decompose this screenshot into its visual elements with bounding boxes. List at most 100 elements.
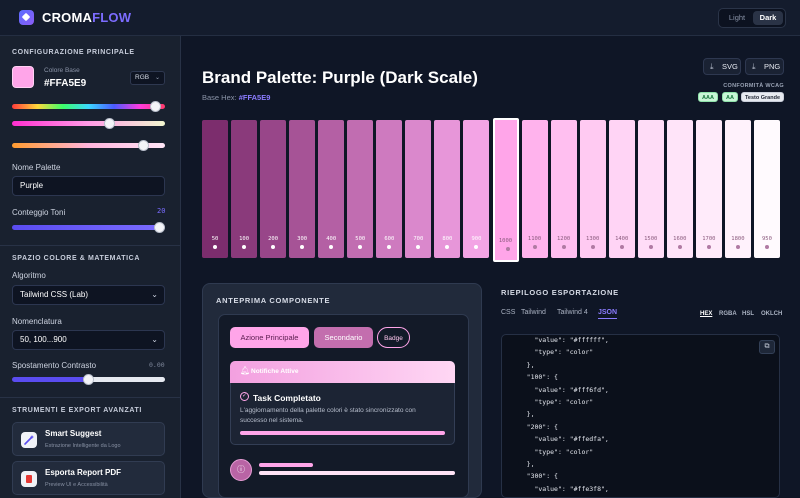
color-mode-select[interactable]: RGB ⌄ [130, 71, 165, 85]
palette-swatch-dot [590, 245, 595, 249]
hue-slider-knob[interactable] [149, 101, 161, 112]
wcag-badge-large-text: Testo Grande [741, 92, 784, 102]
palette-swatch-label: 1100 [527, 236, 542, 242]
palette-swatch-300[interactable]: 300 [289, 120, 316, 258]
palette-swatch-dot [648, 245, 653, 249]
palette-swatch-1800[interactable]: 1800 [724, 120, 751, 258]
section-tools-title: STRUMENTI E EXPORT AVANZATI [12, 407, 142, 414]
palette-swatch-dot [329, 245, 334, 249]
format-oklch[interactable]: OKLCH [761, 311, 783, 317]
theme-light-button[interactable]: Light [728, 13, 746, 22]
palette-swatch-1200[interactable]: 1200 [550, 120, 577, 258]
hue-slider[interactable] [12, 101, 165, 112]
code-line: }, [511, 410, 535, 419]
palette-swatch-100[interactable]: 100 [231, 120, 258, 258]
tone-count-slider-knob[interactable] [154, 222, 165, 233]
base-color-swatch[interactable] [12, 66, 34, 88]
nomenclature-select[interactable]: 50, 100...900 ⌄ [12, 330, 165, 350]
base-color-label: Colore Base [44, 67, 80, 74]
lightness-slider[interactable] [12, 140, 165, 151]
palette-swatch-500[interactable]: 500 [347, 120, 374, 258]
theme-dark-button[interactable]: Dark [753, 11, 783, 25]
palette-swatch-50[interactable]: 50 [202, 120, 228, 258]
tab-tailwind-4[interactable]: Tailwind 4 [557, 309, 588, 316]
magic-wand-icon [21, 432, 37, 448]
palette-swatch-dot [619, 245, 624, 249]
code-line: "value": "#fff6fd", [511, 385, 609, 394]
palette-swatch-600[interactable]: 600 [376, 120, 403, 258]
palette-swatch-900[interactable]: 900 [463, 120, 490, 258]
secondary-action-button[interactable]: Secondario [314, 327, 373, 348]
palette-name-input[interactable]: Purple [12, 176, 165, 196]
palette-swatch-700[interactable]: 700 [405, 120, 432, 258]
contrast-shift-label: Spostamento Contrasto [12, 361, 97, 370]
palette-swatch-label: 1600 [673, 236, 687, 242]
tab-tailwind[interactable]: Tailwind [521, 309, 546, 316]
chevron-down-icon: ⌄ [151, 290, 158, 299]
sidebar [0, 36, 181, 498]
preview-title: ANTEPRIMA COMPONENTE [216, 296, 331, 305]
tone-count-slider[interactable] [12, 222, 165, 233]
contrast-shift-slider-knob[interactable] [83, 374, 94, 385]
palette-swatch-1700[interactable]: 1700 [695, 120, 722, 258]
export-summary-title: RIEPILOGO ESPORTAZIONE [501, 288, 619, 297]
algorithm-label: Algoritmo [12, 271, 46, 280]
palette-swatch-label: 500 [355, 236, 366, 242]
check-circle-icon: ✓ [240, 392, 249, 401]
palette-swatch-1400[interactable]: 1400 [608, 120, 635, 258]
saturation-slider[interactable] [12, 118, 165, 129]
export-svg-button[interactable]: ⤓ SVG [703, 58, 741, 75]
palette-swatch-dot [242, 245, 247, 249]
palette-swatch-400[interactable]: 400 [318, 120, 345, 258]
palette-swatch-1100[interactable]: 1100 [521, 120, 548, 258]
code-line: }, [511, 360, 535, 369]
lightness-slider-knob[interactable] [138, 140, 150, 151]
palette-swatch-1600[interactable]: 1600 [666, 120, 693, 258]
format-rgba[interactable]: RGBA [719, 311, 737, 317]
smart-suggest-button[interactable]: Smart Suggest Estrazione Intelligente da… [12, 422, 165, 456]
brand-name: CROMAFLOW [42, 10, 132, 25]
palette-swatch-800[interactable]: 800 [434, 120, 461, 258]
divider [0, 245, 180, 246]
notification-header [230, 361, 455, 383]
palette-swatch-dot [764, 245, 769, 249]
base-color-hex[interactable]: #FFA5E9 [44, 78, 87, 89]
palette-swatch-label: 1700 [702, 236, 716, 242]
palette-swatch-1000[interactable]: 1000 [492, 118, 519, 262]
code-line: "type": "color" [511, 398, 594, 406]
chevron-down-icon: ⌄ [154, 75, 160, 81]
export-png-button[interactable]: ⤓ PNG [745, 58, 784, 75]
primary-action-button[interactable]: Azione Principale [230, 327, 309, 348]
base-hex-line: Base Hex: #FFA5E9 [202, 93, 271, 102]
export-pdf-button[interactable]: Esporta Report PDF Preview UI e Accessib… [12, 461, 165, 495]
code-output[interactable] [501, 334, 780, 498]
palette-swatch-200[interactable]: 200 [260, 120, 287, 258]
algorithm-select[interactable]: Tailwind CSS (Lab) ⌄ [12, 285, 165, 305]
palette-swatch-dot [677, 245, 682, 249]
palette-swatch-dot [532, 245, 537, 249]
tab-json[interactable]: JSON [598, 309, 618, 319]
code-line: "value": "#ffe3f8", [511, 484, 609, 493]
saturation-slider-knob[interactable] [104, 118, 116, 129]
palette-swatch-dot [735, 245, 740, 249]
bell-icon: 🔔︎ [240, 366, 251, 375]
palette-swatch-1500[interactable]: 1500 [637, 120, 664, 258]
palette-swatch-1300[interactable]: 1300 [579, 120, 606, 258]
palette-name-label: Nome Palette [12, 163, 61, 172]
copy-icon[interactable]: ⧉ [759, 340, 775, 354]
format-hsl[interactable]: HSL [742, 311, 754, 317]
code-line: "300": { [511, 472, 558, 481]
palette-swatch-dot [416, 245, 421, 249]
palette-swatch-label: 900 [471, 236, 482, 242]
palette-swatch-label: 700 [413, 236, 424, 242]
palette-swatch-label: 800 [442, 236, 453, 242]
code-line: }, [511, 460, 535, 468]
badge-pill: Badge [377, 327, 410, 348]
format-hex[interactable]: HEX [700, 311, 713, 317]
palette-swatch-label: 1200 [556, 236, 571, 242]
contrast-shift-slider[interactable] [12, 374, 165, 385]
tab-css[interactable]: CSS [501, 309, 516, 316]
logo-icon [19, 10, 34, 25]
task-title: Task Completato [253, 393, 321, 403]
palette-swatch-950[interactable]: 950 [753, 120, 780, 258]
